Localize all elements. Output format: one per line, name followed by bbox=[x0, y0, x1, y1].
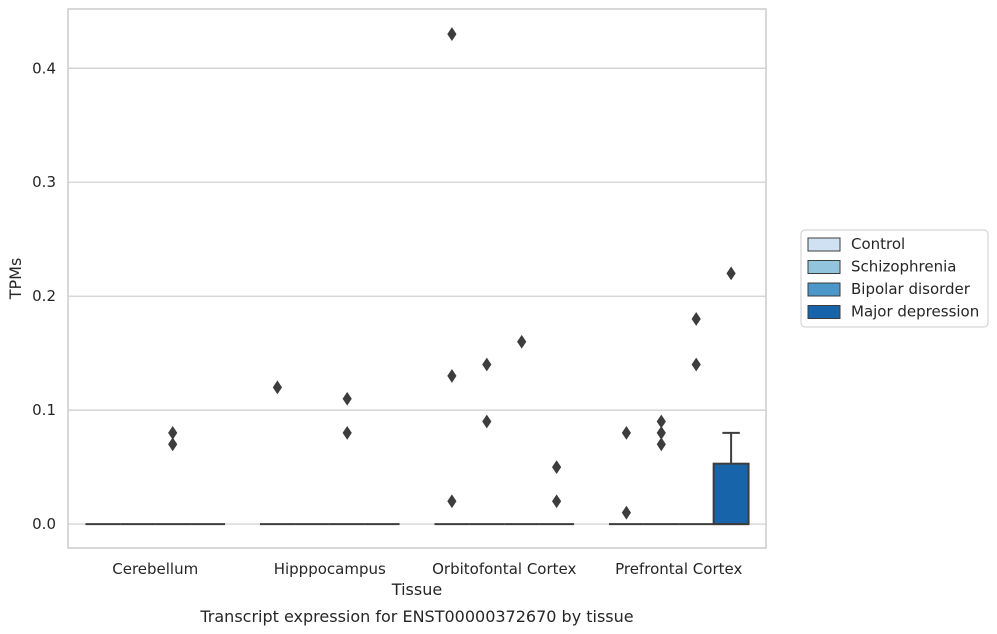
outlier-point bbox=[656, 414, 666, 429]
outlier-point bbox=[447, 494, 457, 509]
legend: Control Schizophrenia Bipolar disorder Majo… bbox=[800, 229, 989, 328]
legend-label: Major depression bbox=[851, 303, 979, 321]
outlier-point bbox=[691, 357, 701, 372]
x-tick-label: Cerebellum bbox=[112, 560, 198, 578]
outlier-point bbox=[342, 391, 352, 406]
outlier-point bbox=[621, 426, 632, 440]
outlier-point bbox=[551, 494, 562, 509]
chart-caption: Transcript expression for ENST0000037267… bbox=[199, 607, 633, 626]
y-tick-label: 0.4 bbox=[32, 59, 56, 77]
outlier-point bbox=[691, 312, 701, 326]
boxes bbox=[85, 431, 750, 526]
outlier-point bbox=[168, 437, 178, 452]
box-3 bbox=[712, 431, 750, 526]
y-axis-label: TPMs bbox=[6, 258, 25, 301]
y-tick-label: 0.3 bbox=[32, 173, 56, 191]
x-axis-label: Tissue bbox=[391, 580, 442, 599]
legend-swatch bbox=[807, 260, 841, 274]
legend-swatch bbox=[807, 282, 841, 297]
outlier-point bbox=[447, 369, 457, 383]
legend-swatch bbox=[807, 305, 841, 319]
outlier-point bbox=[482, 357, 492, 372]
legend-label: Schizophrenia bbox=[851, 258, 956, 276]
legend-label: Bipolar disorder bbox=[851, 280, 971, 298]
outlier-point bbox=[621, 505, 632, 520]
outlier-point bbox=[656, 426, 666, 440]
legend-label: Control bbox=[851, 235, 905, 253]
outlier-point bbox=[447, 27, 457, 41]
legend-frame bbox=[800, 229, 989, 328]
box-body bbox=[712, 462, 750, 526]
outlier-point bbox=[517, 334, 527, 349]
x-tick-labels: Cerebellum Hipppocampus Orbitofontal Corte… bbox=[112, 560, 742, 578]
outlier-point bbox=[551, 460, 562, 474]
outlier-point bbox=[168, 426, 178, 440]
y-tick-label: 0.0 bbox=[32, 515, 56, 533]
outlier-points bbox=[168, 27, 736, 520]
x-tick-label: Orbitofontal Cortex bbox=[432, 560, 576, 578]
y-tick-labels: 0.0 0.1 0.2 0.3 0.4 bbox=[32, 59, 56, 533]
x-tick-label: Hipppocampus bbox=[274, 560, 386, 578]
y-tick-label: 0.1 bbox=[32, 401, 56, 419]
outlier-point bbox=[726, 266, 736, 281]
legend-swatch bbox=[807, 237, 841, 252]
outlier-point bbox=[342, 426, 352, 440]
y-tick-label: 0.2 bbox=[32, 287, 56, 305]
outlier-point bbox=[656, 437, 666, 452]
outlier-point bbox=[482, 414, 492, 429]
grid-lines bbox=[68, 67, 766, 525]
x-tick-label: Prefrontal Cortex bbox=[615, 560, 742, 578]
outlier-point bbox=[272, 380, 283, 395]
plot-frame bbox=[67, 8, 767, 549]
